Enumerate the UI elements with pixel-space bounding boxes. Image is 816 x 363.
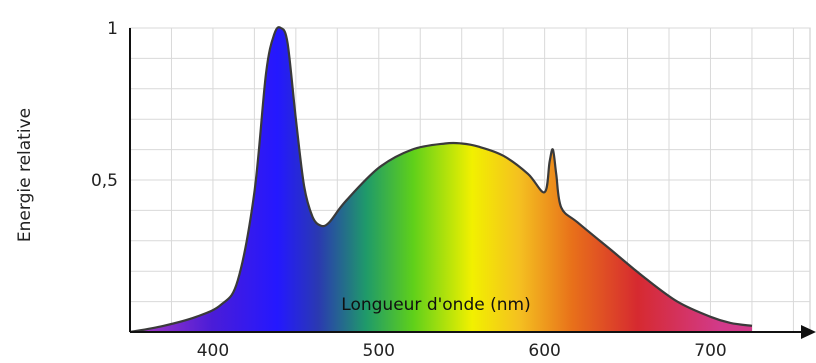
y-tick-labels: 0,51 xyxy=(91,19,118,191)
x-tick-labels: 400 500 600 700 xyxy=(197,341,727,361)
spectrum-area xyxy=(130,27,752,332)
x-axis-label: Longueur d'onde (nm) xyxy=(341,295,530,315)
spectrum-line xyxy=(129,26,753,334)
x-tick-label: 500 xyxy=(363,341,395,361)
x-tick-label: 400 xyxy=(197,341,229,361)
y-tick-label: 1 xyxy=(107,19,118,39)
y-axis-label: Energie relative xyxy=(15,108,35,242)
x-tick-label: 600 xyxy=(528,341,560,361)
y-tick-label: 0,5 xyxy=(91,171,118,191)
x-tick-label: 700 xyxy=(694,341,726,361)
x-axis-arrow-icon xyxy=(801,325,816,339)
